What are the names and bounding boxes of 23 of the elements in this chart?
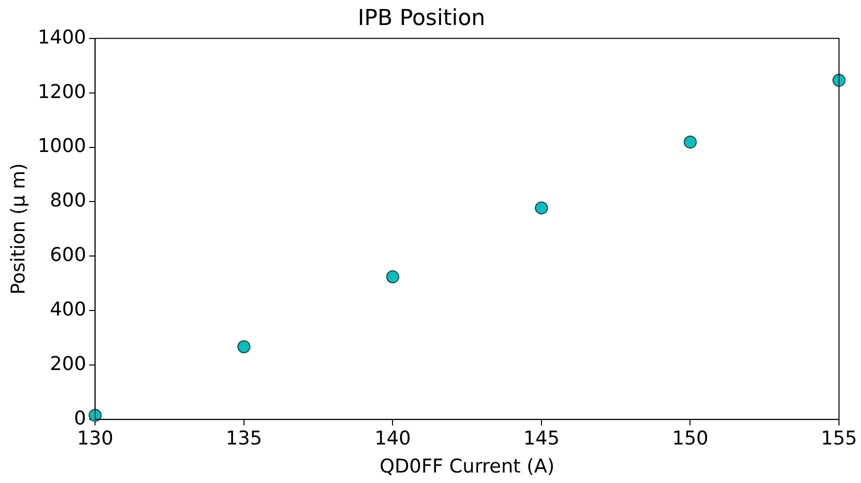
point	[237, 340, 250, 354]
point	[534, 201, 548, 214]
y-axis-title: Position (μ m)	[7, 163, 30, 295]
point	[386, 270, 400, 284]
x-axis-title: QD0FF Current (A)	[380, 456, 554, 478]
y-tick-label: 0	[74, 407, 86, 430]
y-tick-label: 1200	[38, 80, 86, 103]
y-tick-label: 600	[50, 244, 86, 266]
y-tick-label: 1000	[38, 135, 86, 158]
y-tick-label: 400	[50, 298, 86, 320]
x-tick-label: 150	[672, 428, 708, 450]
y-tick-label: 200	[50, 352, 86, 375]
x-tick-label: 130	[77, 428, 114, 450]
point	[832, 74, 846, 87]
x-tick-label: 135	[226, 428, 262, 450]
x-tick-label: 140	[374, 428, 411, 450]
x-tick-label: 145	[523, 428, 560, 450]
point	[88, 408, 102, 422]
point	[684, 136, 697, 149]
y-tick-label: 800	[50, 190, 86, 212]
chart-title: IPB Position	[358, 6, 486, 31]
x-tick-label: 155	[820, 428, 858, 450]
y-tick-label: 1400	[38, 26, 86, 48]
